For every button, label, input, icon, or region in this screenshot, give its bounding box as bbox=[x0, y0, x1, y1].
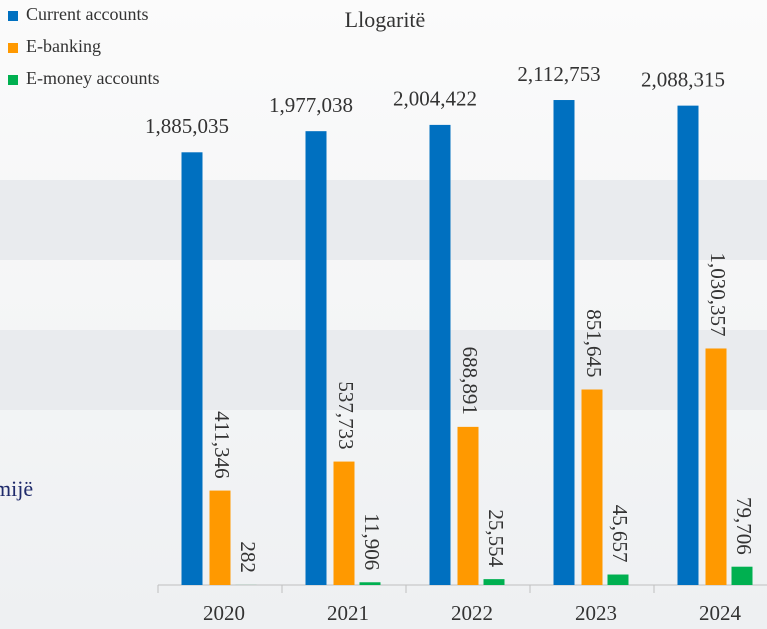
legend-swatch bbox=[8, 11, 18, 21]
data-label: 25,554 bbox=[484, 509, 508, 567]
x-tick-label: 2021 bbox=[327, 601, 369, 625]
data-label: 851,645 bbox=[582, 309, 606, 377]
data-label: 2,004,422 bbox=[393, 87, 477, 111]
bar bbox=[483, 579, 505, 585]
chart-title: Llogaritë bbox=[345, 7, 426, 32]
bar bbox=[359, 582, 381, 585]
legend-label: Current accounts bbox=[26, 4, 148, 24]
legend-swatch bbox=[8, 43, 18, 53]
x-tick-label: 2022 bbox=[451, 601, 493, 625]
bar bbox=[607, 574, 629, 585]
data-label: 11,906 bbox=[360, 513, 384, 570]
data-label: 411,346 bbox=[210, 411, 234, 478]
data-label: 79,706 bbox=[732, 497, 756, 555]
bar bbox=[581, 389, 603, 585]
x-tick-label: 2024 bbox=[699, 601, 742, 625]
legend-label: E-banking bbox=[26, 36, 101, 56]
data-label: 2,112,753 bbox=[517, 62, 600, 86]
bar bbox=[731, 566, 753, 585]
background-building bbox=[0, 180, 767, 410]
legend-label: E-money accounts bbox=[26, 68, 159, 88]
legend-swatch bbox=[8, 75, 18, 85]
data-label: 2,088,315 bbox=[641, 67, 725, 91]
bar bbox=[333, 461, 355, 585]
bar bbox=[429, 124, 451, 585]
data-label: 282 bbox=[236, 541, 260, 573]
bar bbox=[181, 152, 203, 586]
bar bbox=[553, 100, 575, 585]
x-tick-label: 2020 bbox=[203, 601, 245, 625]
data-label: 1,885,035 bbox=[145, 114, 229, 138]
annotation: mijë bbox=[0, 476, 33, 501]
bar bbox=[305, 131, 327, 585]
data-label: 688,891 bbox=[458, 347, 482, 415]
bar bbox=[677, 105, 699, 586]
data-label: 45,657 bbox=[608, 505, 632, 563]
bar bbox=[705, 348, 727, 585]
data-label: 537,733 bbox=[334, 381, 358, 449]
data-label: 1,030,357 bbox=[706, 252, 730, 336]
data-label: 1,977,038 bbox=[269, 93, 353, 117]
bar bbox=[457, 426, 479, 585]
x-tick-label: 2023 bbox=[575, 601, 617, 625]
bar bbox=[209, 490, 231, 585]
